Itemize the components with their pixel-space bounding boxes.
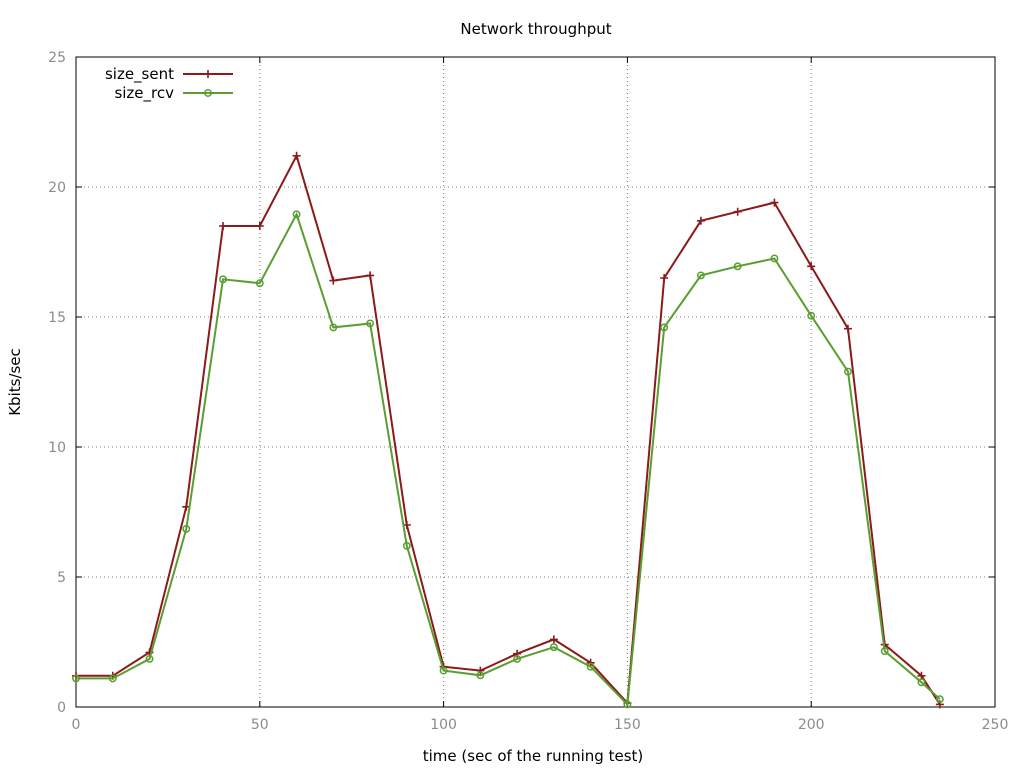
x-tick-label: 250	[982, 717, 1009, 733]
series-size-rcv	[72, 210, 944, 709]
legend-marker	[204, 89, 212, 97]
data-point-glyph	[476, 666, 485, 675]
data-point	[329, 323, 338, 332]
data-point-glyph	[292, 151, 301, 160]
data-point	[219, 222, 228, 230]
x-tick-label: 0	[72, 717, 81, 733]
data-point	[660, 274, 669, 282]
legend-label: size_rcv	[114, 84, 174, 103]
series-size-sent	[72, 151, 944, 709]
data-point	[255, 279, 264, 288]
data-point-glyph	[660, 274, 669, 282]
x-tick-label: 100	[430, 717, 457, 733]
x-tick-label: 200	[798, 717, 825, 733]
data-point	[844, 367, 852, 376]
data-point	[807, 262, 816, 271]
data-point-glyph	[733, 207, 742, 216]
data-point	[770, 254, 779, 263]
data-point	[696, 216, 705, 225]
legend-marker-glyph	[204, 70, 212, 78]
x-tick-label: 50	[251, 717, 269, 733]
legend-marker	[204, 70, 212, 78]
data-point	[219, 275, 227, 284]
data-point	[696, 271, 705, 280]
legend-item: size_rcv	[114, 84, 233, 103]
chart-title: Network throughput	[460, 20, 611, 38]
data-point	[935, 695, 944, 704]
y-tick-label: 15	[48, 310, 66, 326]
data-point-glyph	[219, 222, 228, 230]
data-point	[366, 271, 375, 280]
data-point	[439, 666, 448, 675]
series-line	[76, 153, 941, 706]
y-tick-label: 20	[48, 180, 66, 196]
y-axis-title: Kbits/sec	[6, 348, 24, 416]
data-point	[292, 151, 301, 160]
data-point	[549, 643, 558, 652]
data-point	[660, 323, 669, 332]
data-point	[843, 324, 852, 333]
data-point	[476, 666, 485, 675]
series-lines	[72, 151, 944, 709]
data-point-glyph	[329, 276, 338, 285]
data-point	[917, 678, 926, 687]
data-point	[586, 662, 595, 671]
data-point	[402, 541, 411, 550]
y-tick-label: 5	[57, 570, 66, 586]
grid-lines	[76, 57, 995, 707]
legend-label: size_sent	[105, 65, 174, 84]
x-tick-label: 150	[614, 717, 641, 733]
data-point	[476, 671, 485, 680]
y-tick-label: 25	[48, 50, 66, 66]
data-point	[549, 635, 558, 644]
data-point-glyph	[366, 271, 375, 280]
data-point-glyph	[807, 262, 816, 271]
data-point-glyph	[843, 324, 852, 333]
data-point	[255, 222, 264, 230]
series-line	[76, 211, 941, 707]
legend-item: size_sent	[105, 65, 233, 84]
data-point	[182, 524, 191, 533]
data-point	[513, 654, 522, 663]
data-point-glyph	[255, 222, 264, 230]
data-point	[145, 654, 154, 663]
data-point	[292, 210, 301, 219]
data-point	[366, 319, 375, 328]
data-point-glyph	[696, 216, 705, 225]
data-point	[108, 674, 117, 683]
data-point	[623, 700, 632, 709]
data-point-glyph	[770, 198, 779, 207]
x-axis-title: time (sec of the running test)	[423, 747, 644, 765]
y-tick-label: 0	[57, 700, 66, 716]
data-point	[770, 198, 779, 207]
axis-ticks: 0 50 100 150 200 250 0 5 10 15 20 25	[48, 50, 1008, 733]
data-point	[733, 207, 742, 216]
data-point-glyph	[549, 635, 558, 644]
y-tick-label: 10	[48, 440, 66, 456]
data-point	[733, 262, 742, 271]
data-point	[807, 311, 816, 320]
data-point	[72, 674, 80, 683]
plot-frame	[75, 56, 996, 708]
data-point	[329, 276, 338, 285]
data-point	[880, 647, 889, 656]
